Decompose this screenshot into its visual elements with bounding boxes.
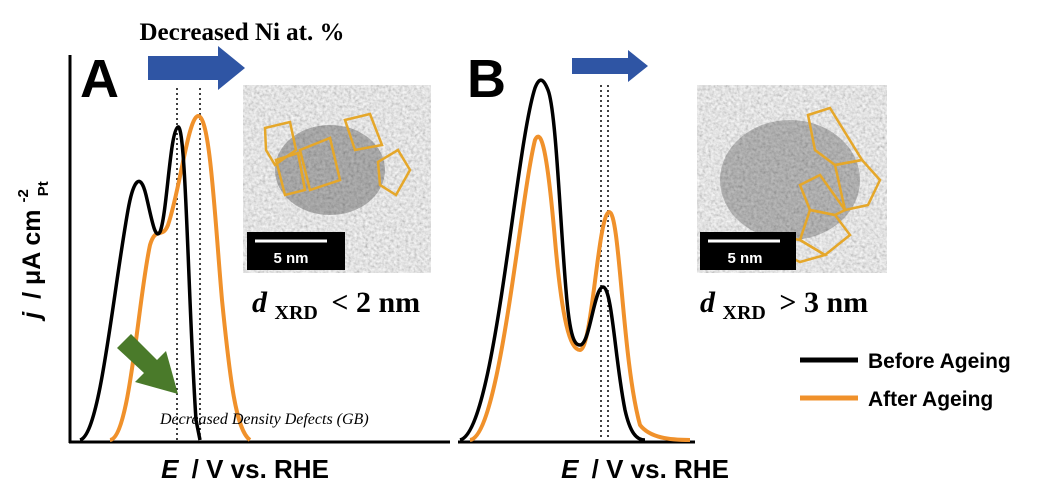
size-label: d XRD > 3 nm xyxy=(700,286,868,326)
x-label-symbol: E xyxy=(161,454,179,484)
scale-bar-label: 5 nm xyxy=(273,250,308,267)
size-text: < 2 nm xyxy=(331,286,420,319)
scale-bar-box xyxy=(247,232,345,270)
particle xyxy=(720,120,860,240)
scale-bar-label: 5 nm xyxy=(727,250,762,267)
size-subscript: XRD xyxy=(723,302,766,324)
size-symbol: d xyxy=(252,286,268,319)
arrow xyxy=(148,46,245,90)
size-label: d XRD < 2 nm xyxy=(252,286,420,326)
x-label: E / V vs. RHE xyxy=(561,454,729,484)
x-label: E / V vs. RHE xyxy=(161,454,329,484)
x-label-text: / V vs. RHE xyxy=(592,454,729,484)
y-label-symbol: j xyxy=(18,311,46,322)
panel-label: A xyxy=(80,49,119,109)
y-label-text: / μA cm xyxy=(18,209,46,298)
grain-outlines xyxy=(263,112,412,197)
particle xyxy=(275,125,385,215)
panel-label: B xyxy=(467,49,506,109)
x-label-text: / V vs. RHE xyxy=(192,454,329,484)
size-subscript: XRD xyxy=(275,302,318,324)
size-symbol: d xyxy=(700,286,716,319)
legend-label: Before Ageing xyxy=(868,350,1011,373)
curve xyxy=(459,78,646,442)
curve xyxy=(79,125,202,442)
y-label-subscript: Pt xyxy=(35,181,52,196)
arrow xyxy=(572,50,648,82)
annotation: Decreased Density Defects (GB) xyxy=(159,411,369,428)
curve xyxy=(109,114,252,442)
scale-bar-box xyxy=(700,232,796,270)
legend-label: After Ageing xyxy=(868,388,993,411)
y-label-superscript: -2 xyxy=(15,189,32,202)
arrow xyxy=(117,334,178,394)
title: Decreased Ni at. % xyxy=(139,19,344,46)
y-label: j / μA cm -2 Pt xyxy=(6,181,52,322)
size-text: > 3 nm xyxy=(779,286,868,319)
curve xyxy=(469,134,691,442)
x-label-symbol: E xyxy=(561,454,579,484)
